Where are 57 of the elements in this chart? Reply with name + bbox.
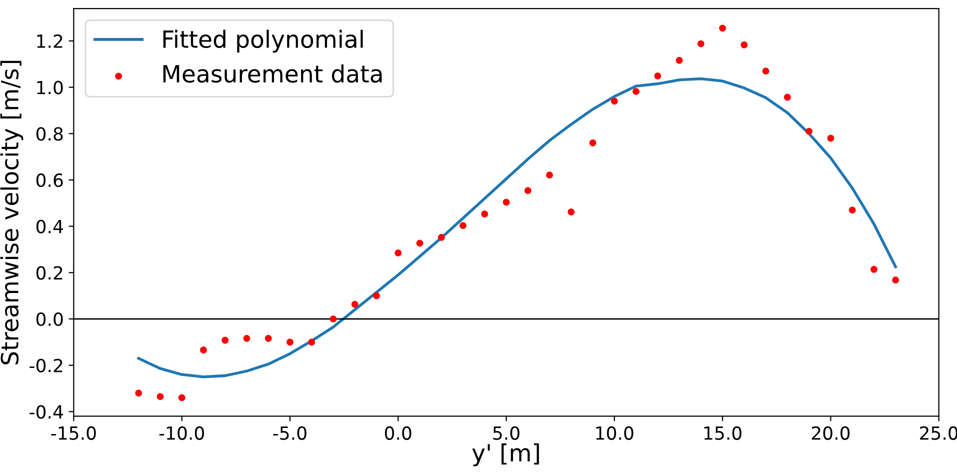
point — [632, 88, 640, 95]
legend-label: Fitted polynomial — [163, 30, 363, 53]
y-tick-label: 0.4 — [36, 220, 63, 234]
point — [351, 300, 358, 308]
point — [416, 240, 424, 247]
x-tick-label: 10.0 — [596, 426, 634, 440]
point — [806, 128, 813, 135]
x-tick-label: -10.0 — [159, 426, 204, 440]
y-tick-label: 0.6 — [36, 173, 63, 188]
point — [373, 292, 380, 300]
x-tick-label: -5.0 — [273, 426, 306, 440]
point — [654, 72, 662, 80]
y-tick-label: -0.4 — [30, 405, 63, 419]
point — [200, 346, 207, 354]
point — [394, 249, 402, 256]
point — [135, 390, 142, 397]
point — [438, 234, 445, 241]
point — [243, 334, 250, 342]
y-tick-label: 0.0 — [36, 312, 63, 326]
point — [827, 134, 834, 142]
point — [892, 276, 900, 284]
point — [286, 338, 294, 346]
y-tick-label: -0.2 — [30, 358, 62, 372]
x-tick-label: 20.0 — [812, 426, 850, 440]
y-axis-title: Streamwise velocity [m/s] — [0, 60, 24, 364]
point — [568, 208, 575, 216]
x-tick-label: 5.0 — [493, 426, 520, 440]
point — [870, 266, 878, 273]
point — [502, 198, 510, 206]
point — [178, 394, 186, 402]
x-axis-title: y' [m] — [472, 443, 539, 466]
point — [610, 98, 618, 105]
y-tick-label: 0.8 — [36, 127, 63, 141]
point — [222, 336, 229, 344]
point — [524, 187, 532, 194]
point — [481, 210, 488, 218]
point — [676, 56, 683, 64]
point — [546, 172, 553, 179]
x-tick-label: 15.0 — [704, 426, 742, 440]
point — [460, 222, 466, 230]
y-tick-label: 1.2 — [37, 34, 62, 48]
point — [740, 41, 748, 48]
point — [784, 94, 791, 101]
point — [697, 40, 704, 48]
point — [762, 68, 770, 75]
point — [264, 334, 272, 342]
point — [719, 24, 726, 32]
y-tick-label: 1.0 — [37, 80, 63, 94]
x-tick-label: -15.0 — [51, 426, 96, 440]
y-tick-label: 0.2 — [36, 266, 62, 280]
x-tick-label: 0.0 — [384, 426, 412, 440]
point — [156, 393, 164, 400]
point — [589, 139, 596, 146]
point — [308, 338, 316, 346]
point — [848, 206, 856, 214]
point — [330, 315, 337, 322]
legend-label: Measurement data — [163, 64, 382, 83]
